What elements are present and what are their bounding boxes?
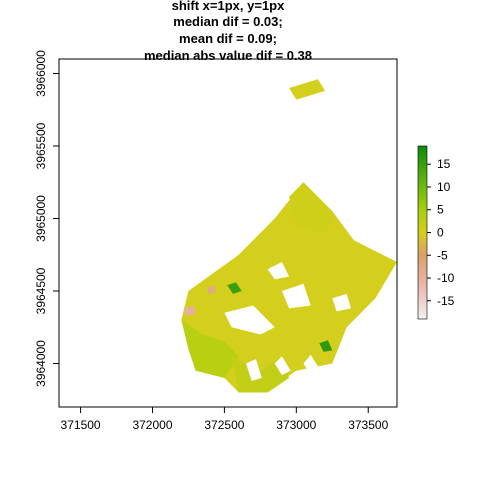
y-axis: 3964000 3964500 3965000 3965500 3966000 <box>34 50 59 387</box>
colorbar-tick-label: 10 <box>437 180 451 194</box>
colorbar: 15 10 5 0 -5 -10 -15 <box>417 145 455 320</box>
colorbar-tick-label: -5 <box>437 248 448 262</box>
raster-gap-0 <box>224 305 275 335</box>
raster-gap-5 <box>274 356 291 376</box>
chart-title: shift x=1px, y=1px median dif = 0.03; me… <box>144 0 312 63</box>
raster-region-green-patch-east <box>319 340 333 352</box>
raster-region-north-blob <box>289 182 333 233</box>
raster-region-main-mass <box>181 182 397 393</box>
raster-gap-4 <box>246 359 262 381</box>
y-tick-label: 3965500 <box>34 122 48 169</box>
title-line-1: shift x=1px, y=1px <box>172 0 285 13</box>
title-line-4: median abs value dif = 0.38 <box>144 48 312 63</box>
x-tick-label: 372500 <box>204 418 244 432</box>
raster-gap-2 <box>267 262 290 280</box>
colorbar-ticks: 15 10 5 0 -5 -10 -15 <box>427 157 455 308</box>
x-axis: 371500 372000 372500 373000 373500 <box>61 407 389 432</box>
colorbar-tick-label: -10 <box>437 271 455 285</box>
y-tick-label: 3965000 <box>34 195 48 242</box>
title-line-2: median dif = 0.03; <box>173 14 282 29</box>
x-tick-label: 373500 <box>348 418 388 432</box>
raster-layer <box>181 79 397 393</box>
y-tick-label: 3966000 <box>34 50 48 97</box>
raster-region-pink-patch-2 <box>207 285 216 294</box>
y-tick-label: 3964000 <box>34 340 48 387</box>
colorbar-tick-label: 15 <box>437 157 451 171</box>
raster-region-northeast-outlier <box>289 79 326 100</box>
raster-region-pink-patch <box>184 305 196 316</box>
x-tick-label: 372000 <box>132 418 172 432</box>
title-line-3: mean dif = 0.09; <box>179 31 277 46</box>
raster-gap-6 <box>303 354 318 371</box>
colorbar-gradient <box>417 145 428 320</box>
raster-region-green-patch-west <box>227 282 242 294</box>
raster-gap-3 <box>332 293 351 312</box>
x-tick-label: 373000 <box>276 418 316 432</box>
raster-region-southwest-lobe <box>181 320 239 378</box>
y-tick-label: 3964500 <box>34 267 48 314</box>
colorbar-tick-label: 0 <box>437 226 444 240</box>
colorbar-tick-label: 5 <box>437 203 444 217</box>
plot-frame <box>58 58 398 408</box>
raster-gap-1 <box>281 283 311 309</box>
x-tick-label: 371500 <box>61 418 101 432</box>
colorbar-tick-label: -15 <box>437 294 455 308</box>
